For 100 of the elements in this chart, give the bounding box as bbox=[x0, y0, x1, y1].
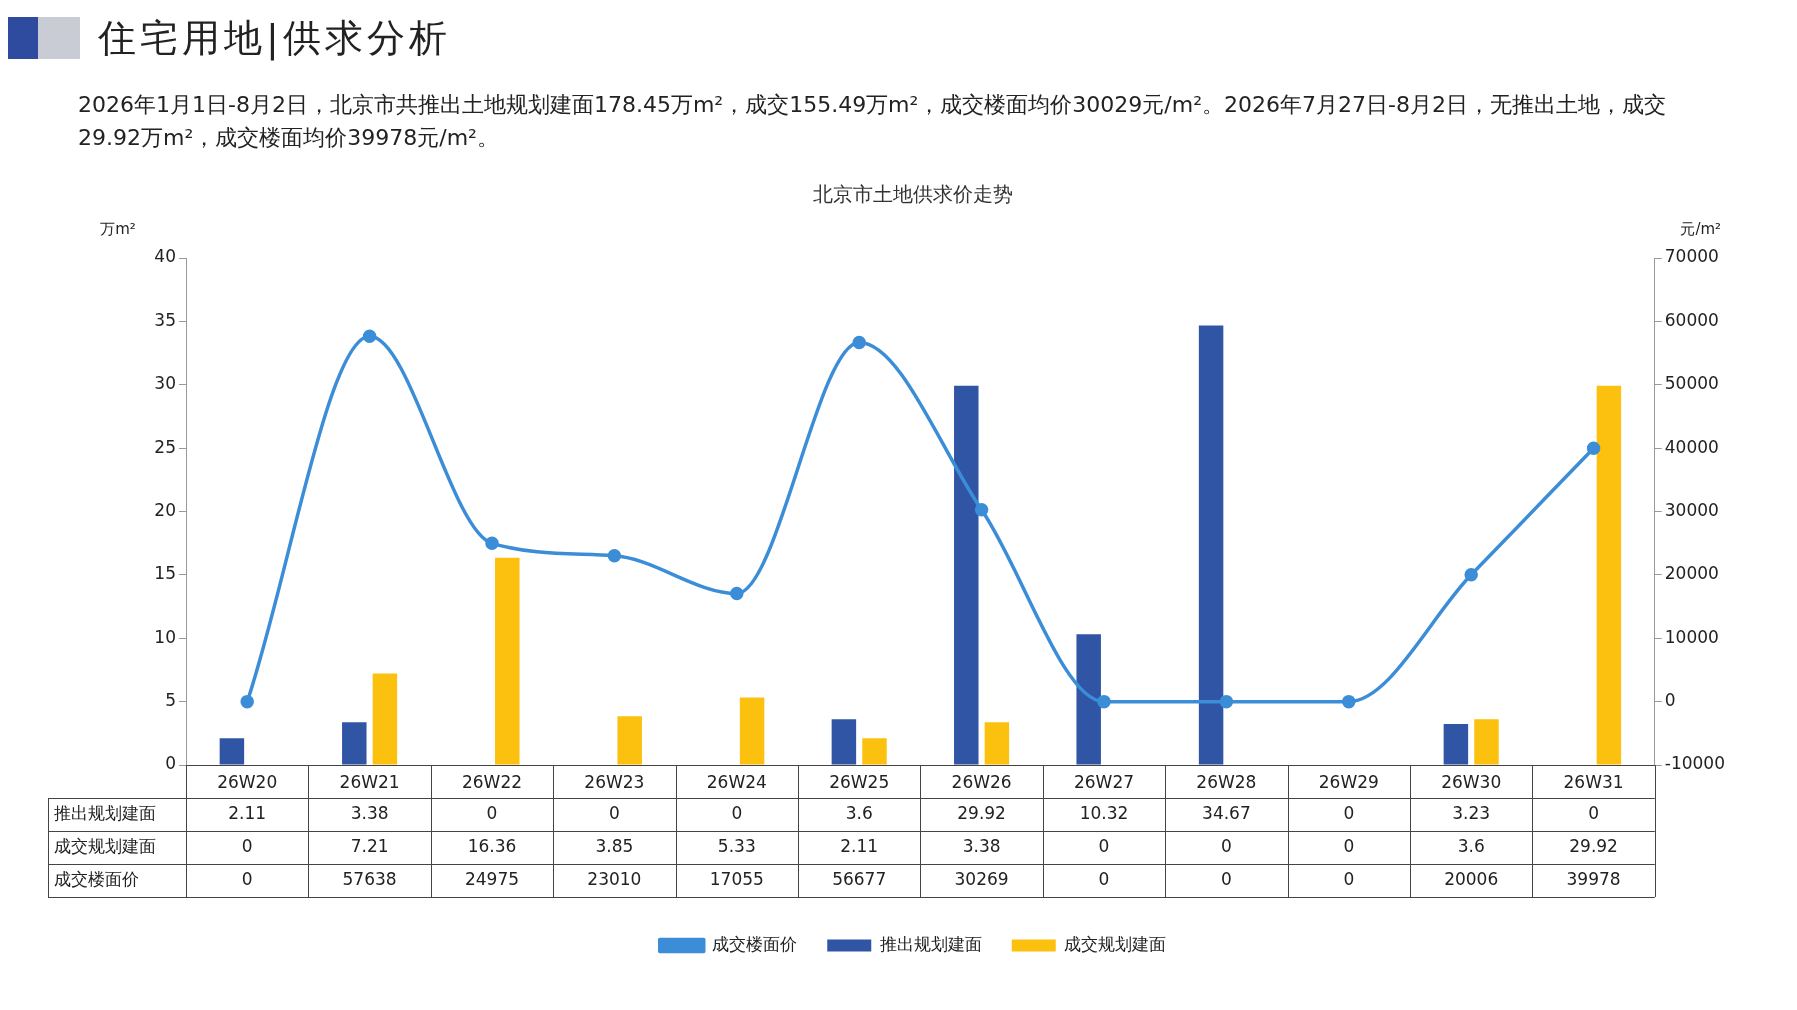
point bbox=[607, 549, 622, 563]
data-label: 0 bbox=[731, 802, 743, 823]
data-label: 0 bbox=[1343, 835, 1355, 856]
y-tick-label: 35 bbox=[154, 309, 176, 330]
y-tick-label: 5 bbox=[165, 690, 176, 711]
data-label: 16.36 bbox=[467, 835, 517, 856]
data-label: 34.67 bbox=[1202, 802, 1251, 823]
x-tick-label: 26W29 bbox=[1318, 771, 1379, 792]
y-tick-label: 20 bbox=[154, 499, 176, 520]
point bbox=[362, 329, 377, 344]
point bbox=[974, 503, 989, 517]
data-label: 17055 bbox=[709, 868, 764, 889]
y2-tick-label: 50000 bbox=[1664, 373, 1719, 394]
legend-label: 成交楼面价 bbox=[712, 933, 798, 954]
data-label: 23010 bbox=[587, 868, 642, 889]
data-label: 0 bbox=[1588, 802, 1599, 823]
y-tick-label: 40 bbox=[154, 246, 176, 267]
x-tick-label: 26W31 bbox=[1563, 771, 1624, 792]
point bbox=[1219, 694, 1234, 709]
data-label: 0 bbox=[1343, 802, 1355, 823]
y-axis-title: 万m² bbox=[100, 220, 136, 239]
bar bbox=[1443, 724, 1469, 765]
y2-tick-label: 40000 bbox=[1664, 436, 1719, 457]
data-label: 0 bbox=[1220, 835, 1232, 856]
data-label: 10.32 bbox=[1079, 802, 1129, 823]
text: 住宅用地|供求分析 bbox=[98, 14, 451, 63]
text: 成交规划建面 bbox=[54, 835, 156, 856]
data-label: 56677 bbox=[832, 868, 887, 889]
data-label: 0 bbox=[608, 802, 620, 823]
x-tick-label: 26W22 bbox=[461, 771, 523, 792]
legend-label: 成交规划建面 bbox=[1064, 933, 1167, 954]
data-label: 7.21 bbox=[350, 835, 389, 856]
data-label: 3.38 bbox=[962, 835, 1001, 856]
data-label: 0 bbox=[241, 868, 253, 889]
y-tick-label: 30 bbox=[154, 373, 176, 394]
y2-axis-title: 元/m² bbox=[1680, 220, 1722, 239]
y2-tick-label: 60000 bbox=[1664, 309, 1719, 330]
data-label: 3.38 bbox=[350, 802, 389, 823]
data-label: 3.6 bbox=[845, 802, 873, 823]
text: 2026年1月1日-8月2日，北京市共推出土地规划建面178.45万m²，成交155.49万m²，成交楼面均价30029元/m²。2026年7月27日-8月2日，无推出土地，成交29.92万m²，成交楼面均价39978元/m²。 bbox=[78, 91, 1667, 152]
bar bbox=[1474, 719, 1499, 765]
data-label: 3.23 bbox=[1452, 802, 1491, 823]
x-tick-label: 26W23 bbox=[584, 771, 645, 792]
data-label: 2.11 bbox=[840, 835, 879, 856]
bar bbox=[739, 697, 765, 765]
data-label: 29.92 bbox=[1569, 835, 1618, 856]
data-label: 57638 bbox=[342, 868, 397, 889]
data-label: 0 bbox=[1343, 868, 1355, 889]
bar bbox=[954, 385, 979, 765]
y-tick-label: 0 bbox=[165, 753, 176, 774]
bar bbox=[495, 557, 520, 765]
data-label: 29.92 bbox=[957, 802, 1006, 823]
x-tick-label: 26W24 bbox=[706, 771, 767, 792]
bar bbox=[372, 673, 398, 765]
data-label: 3.6 bbox=[1457, 835, 1485, 856]
x-tick-label: 26W30 bbox=[1441, 771, 1502, 792]
bar bbox=[342, 722, 367, 765]
x-tick-label: 26W27 bbox=[1073, 771, 1135, 792]
bar bbox=[831, 719, 857, 765]
bar bbox=[984, 722, 1010, 765]
x-tick-label: 26W26 bbox=[951, 771, 1012, 792]
y-tick-label: 10 bbox=[154, 626, 176, 647]
x-tick-label: 26W21 bbox=[339, 771, 400, 792]
text: 推出规划建面 bbox=[54, 802, 156, 823]
data-label: 30269 bbox=[954, 868, 1009, 889]
y2-tick-label: 0 bbox=[1664, 690, 1676, 711]
bar bbox=[1596, 385, 1622, 765]
y2-tick-label: 10000 bbox=[1664, 626, 1719, 647]
data-label: 3.85 bbox=[595, 835, 634, 856]
x-tick-label: 26W28 bbox=[1196, 771, 1257, 792]
bar bbox=[1076, 634, 1101, 765]
x-tick-label: 26W20 bbox=[217, 771, 278, 792]
legend-label: 推出规划建面 bbox=[879, 933, 982, 954]
point bbox=[1342, 694, 1356, 709]
data-label: 39978 bbox=[1566, 868, 1621, 889]
bar bbox=[617, 716, 642, 765]
point bbox=[730, 586, 744, 601]
data-label: 20006 bbox=[1444, 868, 1499, 889]
chart-title: 北京市土地供求价走势 bbox=[813, 182, 1013, 207]
y-tick-label: 15 bbox=[154, 563, 176, 584]
data-label: 0 bbox=[241, 835, 253, 856]
data-label: 0 bbox=[486, 802, 498, 823]
point bbox=[1464, 568, 1478, 582]
x-tick-label: 26W25 bbox=[829, 771, 890, 792]
data-label: 0 bbox=[1098, 835, 1110, 856]
point bbox=[1586, 441, 1601, 456]
bar bbox=[862, 738, 887, 765]
bar bbox=[219, 738, 245, 765]
point bbox=[1097, 694, 1111, 709]
data-label: 0 bbox=[1098, 868, 1110, 889]
y2-tick-label: 20000 bbox=[1664, 563, 1719, 584]
data-label: 24975 bbox=[464, 868, 520, 889]
data-label: 5.33 bbox=[717, 835, 756, 856]
bar bbox=[1198, 325, 1224, 765]
data-label: 0 bbox=[1220, 868, 1232, 889]
point bbox=[240, 694, 254, 709]
y2-tick-label: 30000 bbox=[1664, 499, 1719, 520]
point bbox=[485, 536, 499, 551]
text: 成交楼面价 bbox=[54, 868, 139, 889]
y2-tick-label: -10000 bbox=[1664, 753, 1725, 774]
